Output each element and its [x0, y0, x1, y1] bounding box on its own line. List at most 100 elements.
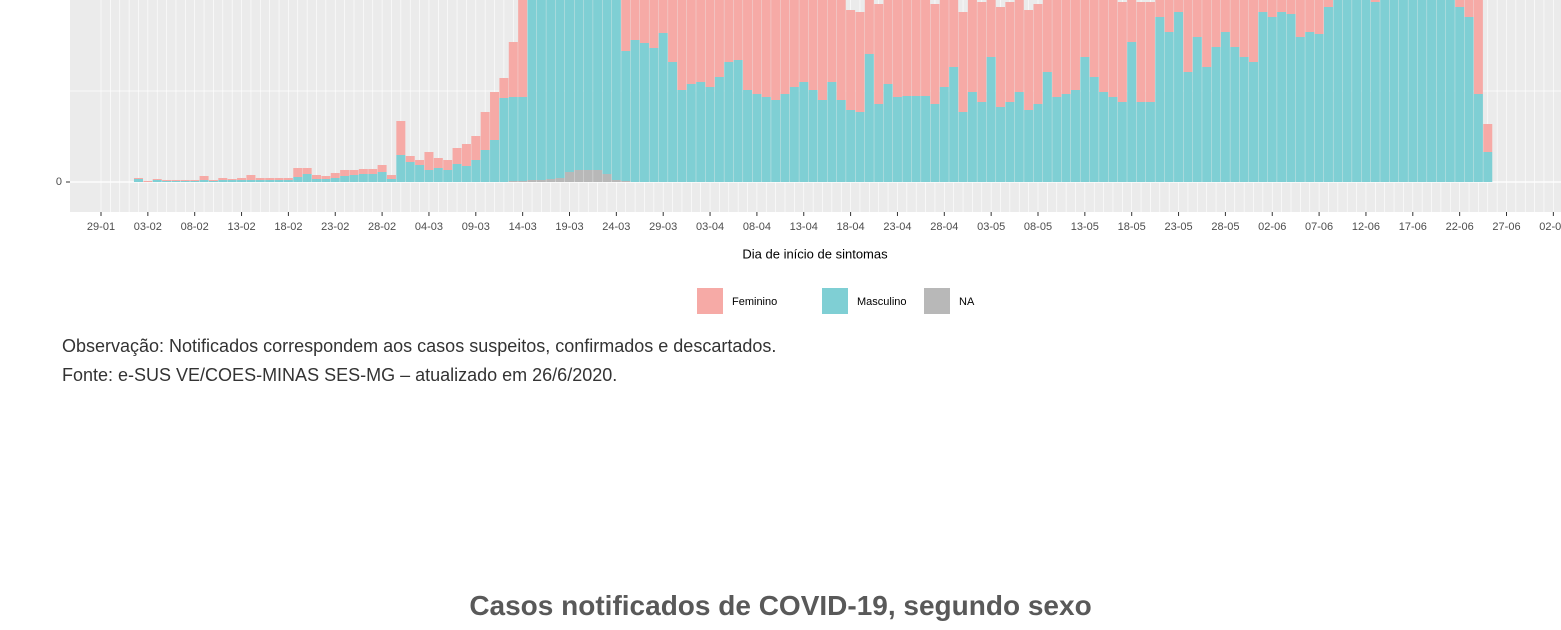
bar-segment: [508, 181, 518, 182]
bar-segment: [696, 82, 706, 182]
bar-segment: [1342, 0, 1352, 182]
bar-segment: [1295, 0, 1305, 37]
bar-segment: [583, 0, 593, 170]
bar-segment: [536, 180, 546, 182]
bar-segment: [677, 0, 687, 90]
bar-segment: [1117, 2, 1127, 102]
bar-segment: [1436, 0, 1446, 182]
bar-segment: [743, 0, 753, 90]
bar-segment: [218, 178, 228, 180]
bar-segment: [1314, 34, 1324, 182]
bar-segment: [902, 96, 912, 182]
bar-segment: [396, 121, 406, 155]
bar-segment: [255, 180, 265, 182]
bar-segment: [1239, 57, 1249, 182]
bar-segment: [864, 0, 874, 54]
bar-segment: [518, 0, 528, 97]
bar-segment: [471, 160, 481, 182]
bar-segment: [1192, 0, 1202, 37]
bar-segment: [1455, 7, 1465, 182]
bar-segment: [1249, 62, 1259, 182]
bar-segment: [312, 179, 322, 182]
bar-segment: [1014, 92, 1024, 182]
bar-segment: [190, 180, 200, 181]
bar-segment: [911, 96, 921, 182]
x-tick-label: 29-01: [87, 221, 115, 233]
bar-segment: [1042, 72, 1052, 182]
bar-segment: [1220, 32, 1230, 182]
bar-segment: [546, 0, 556, 179]
bar-segment: [771, 0, 781, 100]
x-tick-label: 08-04: [743, 221, 771, 233]
bar-segment: [1380, 0, 1390, 182]
bar-segment: [921, 96, 931, 182]
bar-segment: [508, 42, 518, 97]
bar-segment: [452, 148, 462, 164]
bar-segment: [621, 0, 631, 51]
legend-label: NA: [959, 296, 975, 308]
bar-segment: [1314, 0, 1324, 34]
bar-segment: [996, 7, 1006, 107]
x-tick-label: 03-05: [977, 221, 1005, 233]
bar-segment: [911, 0, 921, 96]
bar-segment: [836, 100, 846, 182]
bar-segment: [358, 174, 368, 182]
x-tick-label: 22-06: [1446, 221, 1474, 233]
bar-segment: [349, 170, 359, 175]
bar-segment: [1145, 102, 1155, 182]
x-tick-label: 14-03: [509, 221, 537, 233]
bar-segment: [1202, 67, 1212, 182]
bar-segment: [237, 180, 247, 182]
bar-segment: [1483, 152, 1493, 182]
x-tick-label: 13-04: [790, 221, 818, 233]
bar-segment: [386, 175, 396, 179]
bar-segment: [490, 92, 500, 140]
bar-segment: [386, 179, 396, 182]
bar-segment: [321, 179, 331, 182]
x-tick-label: 13-02: [227, 221, 255, 233]
bar-segment: [846, 10, 856, 110]
bar-segment: [237, 178, 247, 180]
bar-segment: [1164, 32, 1174, 182]
bar-segment: [639, 0, 649, 43]
bar-segment: [518, 181, 528, 182]
bar-segment: [133, 178, 143, 179]
bar-segment: [1427, 0, 1437, 182]
bar-segment: [1473, 94, 1483, 182]
bar-segment: [1024, 110, 1034, 182]
bar-segment: [677, 90, 687, 182]
bar-segment: [255, 178, 265, 180]
bar-segment: [1295, 37, 1305, 182]
bar-segment: [780, 94, 790, 182]
bar-segment: [1370, 2, 1380, 182]
bar-segment: [302, 174, 312, 182]
bar-segment: [1389, 0, 1399, 182]
x-tick-label: 02-07: [1539, 221, 1561, 233]
x-tick-label: 04-03: [415, 221, 443, 233]
bar-segment: [967, 92, 977, 182]
bar-segment: [855, 12, 865, 112]
bar-segment: [1323, 0, 1333, 7]
bar-segment: [1061, 94, 1071, 182]
bar-segment: [424, 152, 434, 170]
bar-segment: [180, 181, 190, 182]
bar-segment: [1052, 97, 1062, 182]
bar-segment: [1089, 0, 1099, 77]
bar-segment: [808, 0, 818, 90]
bar-segment: [340, 176, 350, 182]
bar-segment: [855, 112, 865, 182]
bar-segment: [864, 54, 874, 182]
bar-segment: [1333, 0, 1343, 182]
bar-segment: [808, 90, 818, 182]
bar-segment: [1239, 0, 1249, 57]
bar-segment: [799, 82, 809, 182]
legend-swatch: [697, 288, 723, 314]
x-tick-label: 09-03: [462, 221, 490, 233]
bar-segment: [415, 160, 425, 165]
bar-segment: [874, 4, 884, 104]
bar-segment: [1108, 97, 1118, 182]
bar-segment: [340, 170, 350, 176]
bar-segment: [621, 181, 631, 182]
x-tick-label: 13-05: [1071, 221, 1099, 233]
bar-segment: [1352, 0, 1362, 182]
